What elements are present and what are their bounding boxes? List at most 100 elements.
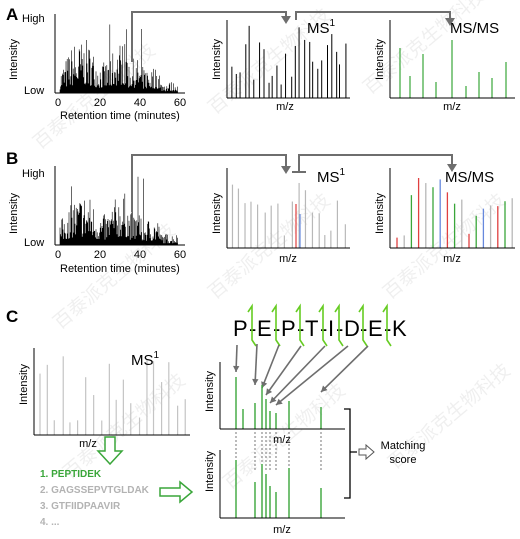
ms1-b-y-axis-label: Intensity bbox=[211, 193, 223, 234]
fragment-arrow bbox=[261, 344, 280, 389]
fragment-arrow-head bbox=[270, 396, 277, 403]
theoretical-peaks bbox=[235, 460, 322, 518]
chrom-b-tick-60: 60 bbox=[174, 249, 186, 261]
chrom-b-x-axis-label: Retention time (minutes) bbox=[60, 263, 180, 275]
candidate-4: 4. ... bbox=[40, 517, 60, 528]
arrow-a-ms1-to-msms bbox=[295, 11, 451, 20]
fragment-arrow-head bbox=[276, 398, 283, 405]
ms1-a-peaks bbox=[231, 25, 347, 98]
msms-a-peaks bbox=[399, 40, 507, 98]
observed-spectrum-c: Intensity m/z bbox=[204, 362, 345, 446]
panel-label-a: A bbox=[6, 5, 18, 24]
chromatogram-b: High Low Intensity 0 20 40 60 Retention … bbox=[8, 166, 186, 275]
residue-7: E bbox=[368, 316, 383, 341]
candidate-3: 3. GTFIIDPAAVIR bbox=[40, 501, 121, 512]
msms-spectrum-b: Intensity m/z MS/MS bbox=[374, 168, 515, 265]
arrow-a-chrom-to-ms1 bbox=[131, 11, 287, 62]
chrom-b-trace bbox=[59, 176, 178, 245]
msms-spectrum-a: Intensity m/z MS/MS bbox=[374, 20, 515, 113]
theoretical-spectrum-c: Intensity m/z bbox=[204, 450, 345, 536]
chrom-a-low-label: Low bbox=[24, 85, 44, 97]
fragmentation-mark bbox=[382, 303, 392, 347]
observed-peaks bbox=[235, 377, 322, 429]
msms-b-y-axis-label: Intensity bbox=[374, 193, 386, 234]
arrow-b-chrom-to-ms1-head bbox=[281, 166, 291, 174]
ms1-spectrum-b: Intensity m/z MS1 bbox=[211, 167, 350, 265]
ms1-c-x-axis-label: m/z bbox=[79, 438, 97, 450]
chrom-b-tick-40: 40 bbox=[134, 249, 146, 261]
chrom-b-y-axis-label: Intensity bbox=[8, 193, 20, 234]
panel-label-b: B bbox=[6, 149, 18, 168]
chromatogram-trace bbox=[59, 176, 178, 245]
ms1-b-x-axis-label: m/z bbox=[279, 253, 297, 265]
msms-b-peaks bbox=[396, 177, 513, 248]
fragmentation-marks bbox=[247, 303, 392, 347]
matching-arrow bbox=[358, 443, 375, 461]
residue-3: P bbox=[281, 316, 296, 341]
fragment-arrow-head bbox=[321, 385, 328, 392]
chrom-b-low-label: Low bbox=[24, 237, 44, 249]
watermark-text: 百泰派克生物科技 bbox=[59, 369, 190, 484]
matching-score-line-1: Matching bbox=[381, 440, 426, 452]
candidate-1: 1. PEPTIDEK bbox=[40, 469, 102, 480]
fragment-arrow-head bbox=[233, 365, 240, 372]
fragmentation-mark bbox=[271, 303, 281, 347]
arrow-b-ms1-to-msms bbox=[298, 154, 453, 172]
chromatogram-trace bbox=[59, 24, 178, 93]
ms1-b-title: MS1 bbox=[317, 167, 346, 186]
ms1-c-peaks bbox=[39, 356, 186, 435]
ms1-c-title: MS1 bbox=[131, 350, 160, 369]
chrom-b-tick-0: 0 bbox=[55, 249, 61, 261]
theoretical-x-axis-label: m/z bbox=[273, 524, 291, 536]
chrom-a-x-axis-label: Retention time (minutes) bbox=[60, 110, 180, 122]
watermark-text: 百泰派克生物科技 bbox=[204, 189, 335, 304]
fragment-arrow-head bbox=[266, 388, 273, 395]
fragment-arrow bbox=[275, 345, 349, 406]
residue-2: E bbox=[257, 316, 272, 341]
panel-label-c: C bbox=[6, 307, 18, 326]
residue-1: P bbox=[233, 316, 248, 341]
peptide-sequence: P - E - P - T - I - D - E - K bbox=[233, 316, 407, 341]
observed-x-axis-label: m/z bbox=[273, 434, 291, 446]
chrom-a-y-axis-label: Intensity bbox=[8, 39, 20, 80]
residue-5: I bbox=[328, 316, 334, 341]
msms-a-x-axis-label: m/z bbox=[443, 101, 461, 113]
ms1-spectrum-a: Intensity m/z MS1 bbox=[211, 18, 350, 113]
fragment-arrow-head bbox=[261, 381, 268, 388]
msms-b-x-axis-label: m/z bbox=[443, 253, 461, 265]
ms1-a-title: MS1 bbox=[307, 18, 336, 37]
msms-a-y-axis-label: Intensity bbox=[374, 39, 386, 80]
chrom-b-high-label: High bbox=[22, 168, 45, 180]
msms-a-title: MS/MS bbox=[450, 20, 499, 37]
theoretical-y-axis-label: Intensity bbox=[204, 451, 216, 492]
arrow-a-chrom-to-ms1-head bbox=[281, 16, 291, 24]
chromatogram-a: High Low Intensity 0 20 40 60 Retention … bbox=[8, 13, 186, 122]
ms1-a-y-axis-label: Intensity bbox=[211, 39, 223, 80]
observed-y-axis-label: Intensity bbox=[204, 371, 216, 412]
chrom-a-trace bbox=[59, 24, 178, 93]
ms1-spectrum-c: Intensity m/z MS1 bbox=[18, 348, 190, 450]
residue-8: K bbox=[392, 316, 407, 341]
fragmentation-mark bbox=[358, 303, 368, 347]
chrom-a-tick-60: 60 bbox=[174, 97, 186, 109]
ms1-b-peaks bbox=[231, 182, 346, 248]
fragmentation-mark bbox=[295, 303, 305, 347]
chrom-a-tick-20: 20 bbox=[94, 97, 106, 109]
fragmentation-mark bbox=[334, 303, 344, 347]
chrom-a-high-label: High bbox=[22, 13, 45, 25]
arrow-a-ms1-to-msms-head bbox=[445, 18, 455, 26]
residue-4: T bbox=[305, 316, 318, 341]
chrom-b-tick-20: 20 bbox=[94, 249, 106, 261]
candidate-list: 1. PEPTIDEK 2. GAGSSEPVTGLDAK 3. GTFIIDP… bbox=[40, 469, 150, 528]
fragment-arrow bbox=[269, 345, 326, 404]
fragment-arrow bbox=[254, 343, 258, 386]
arrow-b-chrom-to-ms1 bbox=[131, 154, 287, 212]
fragmentation-mark bbox=[318, 303, 328, 347]
matching-bracket bbox=[344, 408, 357, 499]
fragment-arrow bbox=[265, 345, 302, 396]
msms-b-title: MS/MS bbox=[445, 169, 494, 186]
ms1-c-y-axis-label: Intensity bbox=[18, 364, 30, 405]
ms1-a-x-axis-label: m/z bbox=[276, 101, 294, 113]
